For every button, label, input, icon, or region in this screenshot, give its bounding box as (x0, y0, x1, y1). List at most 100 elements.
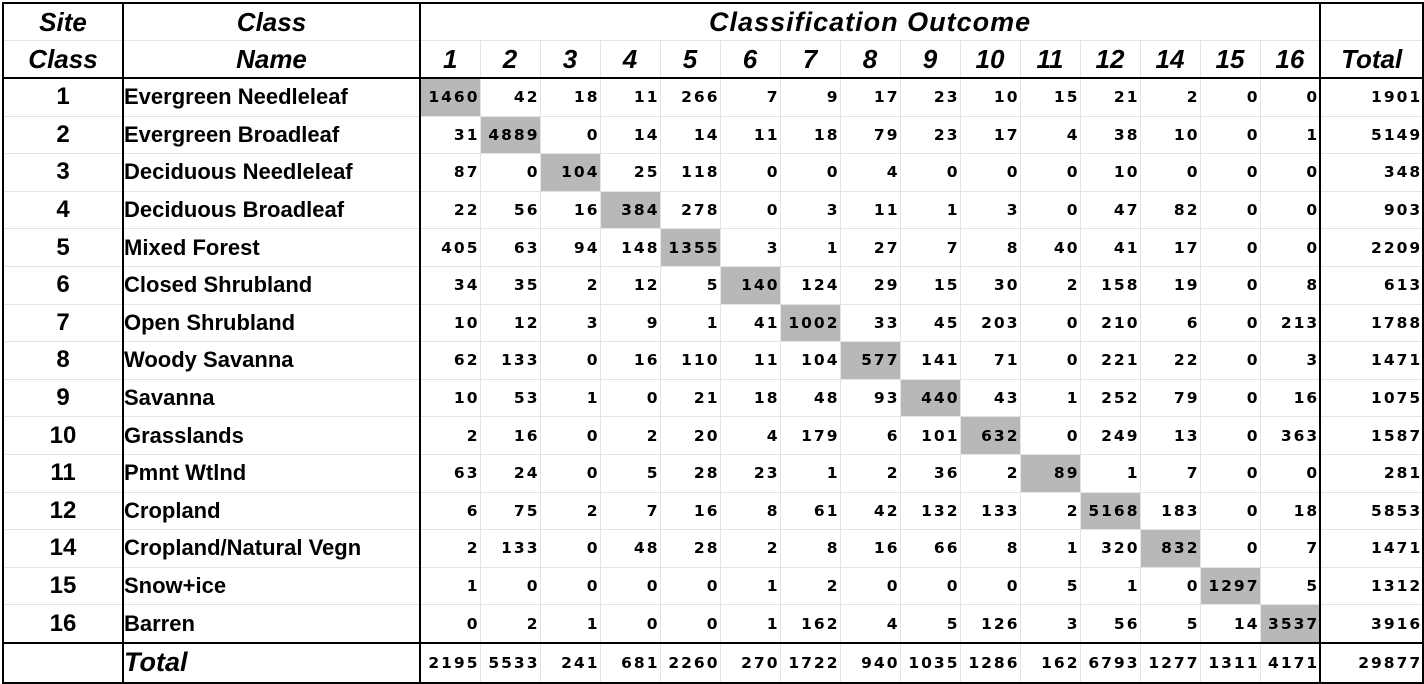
matrix-cell: 3 (719, 228, 781, 267)
matrix-cell: 0 (1019, 153, 1081, 192)
matrix-cell: 0 (1259, 190, 1321, 230)
site-class-cell: 8 (2, 341, 124, 380)
column-header-14: 14 (1139, 40, 1201, 79)
matrix-cell: 87 (419, 153, 481, 192)
matrix-cell: 158 (1079, 265, 1141, 305)
matrix-cell: 0 (1199, 416, 1261, 455)
matrix-cell: 6 (419, 491, 481, 531)
matrix-cell: 0 (599, 378, 661, 418)
diagonal-cell: 632 (959, 416, 1021, 455)
matrix-cell: 18 (779, 115, 841, 155)
matrix-cell: 101 (899, 416, 961, 455)
matrix-cell: 0 (959, 566, 1021, 606)
matrix-cell: 210 (1079, 303, 1141, 343)
matrix-cell: 8 (959, 529, 1021, 568)
matrix-cell: 148 (599, 228, 661, 267)
matrix-cell: 47 (1079, 190, 1141, 230)
matrix-cell: 221 (1079, 341, 1141, 380)
matrix-cell: 40 (1019, 228, 1081, 267)
site-class-cell: 4 (2, 190, 124, 230)
matrix-cell: 2 (539, 491, 601, 531)
matrix-cell: 3 (539, 303, 601, 343)
matrix-cell: 23 (899, 77, 961, 117)
matrix-cell: 252 (1079, 378, 1141, 418)
site-class-cell: 15 (2, 566, 124, 606)
table-row: 12 Cropland 6 75 2 7 16 8 61 42 132 133 2 5168 183 0 18 5… (2, 491, 1424, 531)
matrix-cell: 2 (419, 416, 481, 455)
matrix-cell: 7 (719, 77, 781, 117)
matrix-cell: 0 (1199, 153, 1261, 192)
table-row: 11 Pmnt Wtlnd 63 24 0 5 28 23 1 2 36 2 89 1 7 0 0 281 (2, 453, 1424, 493)
matrix-cell: 36 (899, 453, 961, 493)
column-header-11: 11 (1019, 40, 1081, 79)
matrix-cell: 82 (1139, 190, 1201, 230)
matrix-cell: 0 (1139, 566, 1201, 606)
class-name-header-line1: Class (236, 7, 307, 37)
matrix-cell: 4 (1019, 115, 1081, 155)
matrix-cell: 25 (599, 153, 661, 192)
grand-total-cell: 29877 (1319, 642, 1424, 684)
matrix-cell: 1 (899, 190, 961, 230)
classification-outcome-title: Classification Outcome (419, 2, 1321, 41)
row-total-cell: 1075 (1319, 378, 1424, 418)
matrix-cell: 2 (1019, 491, 1081, 531)
class-name-cell: Grasslands (122, 416, 421, 455)
matrix-cell: 0 (1199, 115, 1261, 155)
matrix-cell: 0 (1259, 453, 1321, 493)
matrix-cell: 27 (839, 228, 901, 267)
column-header-15: 15 (1199, 40, 1261, 79)
row-total-cell: 903 (1319, 190, 1424, 230)
matrix-cell: 0 (1019, 190, 1081, 230)
column-total-cell: 2195 (419, 642, 481, 684)
site-class-cell: 10 (2, 416, 124, 455)
diagonal-cell: 577 (839, 341, 901, 380)
matrix-cell: 0 (659, 566, 721, 606)
column-total-cell: 241 (539, 642, 601, 684)
matrix-cell: 104 (779, 341, 841, 380)
matrix-cell: 179 (779, 416, 841, 455)
class-name-cell: Evergreen Needleleaf (122, 77, 421, 117)
matrix-cell: 7 (1139, 453, 1201, 493)
matrix-cell: 249 (1079, 416, 1141, 455)
row-total-cell: 3916 (1319, 604, 1424, 644)
matrix-cell: 8 (1259, 265, 1321, 305)
matrix-cell: 0 (1199, 303, 1261, 343)
matrix-cell: 17 (1139, 228, 1201, 267)
class-name-header-line2: Name (236, 44, 307, 74)
table-row: 6 Closed Shrubland 34 35 2 12 5 140 124 29 15 30 2 15… (2, 265, 1424, 305)
matrix-cell: 3 (779, 190, 841, 230)
matrix-cell: 405 (419, 228, 481, 267)
matrix-cell: 141 (899, 341, 961, 380)
diagonal-cell: 1355 (659, 228, 721, 267)
table-row: 8 Woody Savanna 62 133 0 16 110 11 104 577 141 71 0 2… (2, 341, 1424, 380)
matrix-cell: 56 (1079, 604, 1141, 644)
matrix-cell: 16 (599, 341, 661, 380)
matrix-cell: 63 (479, 228, 541, 267)
totals-row: Total 2195 5533 241 681 2260 270 1722 940 1035 128… (2, 642, 1424, 684)
matrix-cell: 0 (539, 115, 601, 155)
matrix-cell: 213 (1259, 303, 1321, 343)
site-class-cell: 7 (2, 303, 124, 343)
matrix-cell: 126 (959, 604, 1021, 644)
matrix-cell: 24 (479, 453, 541, 493)
matrix-cell: 18 (1259, 491, 1321, 531)
matrix-cell: 133 (959, 491, 1021, 531)
matrix-cell: 0 (1199, 190, 1261, 230)
matrix-cell: 66 (899, 529, 961, 568)
matrix-cell: 10 (419, 378, 481, 418)
matrix-cell: 45 (899, 303, 961, 343)
matrix-cell: 1 (1019, 529, 1081, 568)
matrix-cell: 118 (659, 153, 721, 192)
matrix-cell: 22 (419, 190, 481, 230)
matrix-cell: 28 (659, 453, 721, 493)
site-class-header-line2: Class (28, 44, 98, 74)
column-total-cell: 1722 (779, 642, 841, 684)
matrix-cell: 3 (1019, 604, 1081, 644)
matrix-cell: 21 (659, 378, 721, 418)
class-name-cell: Pmnt Wtlnd (122, 453, 421, 493)
matrix-cell: 0 (899, 153, 961, 192)
matrix-cell: 0 (539, 341, 601, 380)
matrix-cell: 0 (839, 566, 901, 606)
class-name-cell: Open Shrubland (122, 303, 421, 343)
matrix-cell: 110 (659, 341, 721, 380)
